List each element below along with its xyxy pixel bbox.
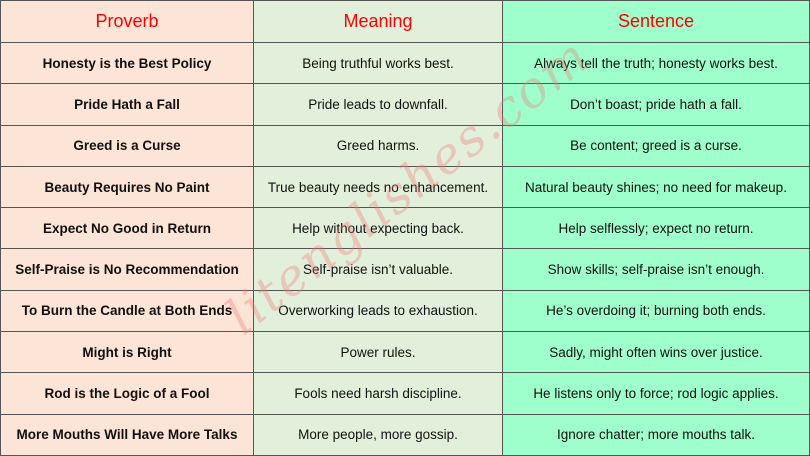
sentence-cell: Don’t boast; pride hath a fall. [502,83,810,126]
sentence-cell: Ignore chatter; more mouths talk. [502,413,810,456]
sentence-cell: He listens only to force; rod logic appl… [502,372,810,415]
sentence-cell: Natural beauty shines; no need for makeu… [502,165,810,209]
meaning-cell: Greed harms. [253,124,503,167]
table-row: Greed is a Curse Greed harms. Be content; … [0,124,810,167]
meaning-cell: Fools need harsh discipline. [253,372,503,415]
meaning-cell: Power rules. [253,331,503,374]
table-row: Self-Praise is No Recommendation Self-pra… [0,248,810,291]
proverb-cell: Beauty Requires No Paint [0,165,254,209]
header-proverb: Proverb [0,0,254,43]
meaning-cell: More people, more gossip. [253,413,503,456]
table-row: Rod is the Logic of a Fool Fools need har… [0,372,810,415]
proverb-cell: Expect No Good in Return [0,207,254,250]
table-row: To Burn the Candle at Both Ends Overworki… [0,289,810,333]
header-row: Proverb Meaning Sentence [0,0,810,43]
meaning-cell: Pride leads to downfall. [253,83,503,126]
table-row: Expect No Good in Return Help without exp… [0,207,810,250]
proverb-cell: Honesty is the Best Policy [0,41,254,85]
proverb-cell: Might is Right [0,331,254,374]
meaning-cell: Being truthful works best. [253,41,503,85]
table-row: Beauty Requires No Paint True beauty need… [0,165,810,209]
proverb-cell: Pride Hath a Fall [0,83,254,126]
header-meaning: Meaning [253,0,503,43]
sentence-cell: Sadly, might often wins over justice. [502,331,810,374]
sentence-cell: Be content; greed is a curse. [502,124,810,167]
table-row: Pride Hath a Fall Pride leads to downfall… [0,83,810,126]
sentence-cell: Show skills; self-praise isn’t enough. [502,248,810,291]
proverb-cell: More Mouths Will Have More Talks [0,413,254,456]
table-row: Might is Right Power rules. Sadly, might o… [0,331,810,374]
proverb-cell: To Burn the Candle at Both Ends [0,289,254,333]
meaning-cell: True beauty needs no enhancement. [253,165,503,209]
meaning-cell: Help without expecting back. [253,207,503,250]
meaning-cell: Overworking leads to exhaustion. [253,289,503,333]
proverb-cell: Greed is a Curse [0,124,254,167]
sentence-cell: He’s overdoing it; burning both ends. [502,289,810,333]
table-row: More Mouths Will Have More Talks More peo… [0,413,810,456]
proverb-cell: Rod is the Logic of a Fool [0,372,254,415]
table-row: Honesty is the Best Policy Being truthful… [0,41,810,85]
header-sentence: Sentence [502,0,810,43]
sentence-cell: Help selflessly; expect no return. [502,207,810,250]
proverb-cell: Self-Praise is No Recommendation [0,248,254,291]
meaning-cell: Self-praise isn’t valuable. [253,248,503,291]
sentence-cell: Always tell the truth; honesty works bes… [502,41,810,85]
